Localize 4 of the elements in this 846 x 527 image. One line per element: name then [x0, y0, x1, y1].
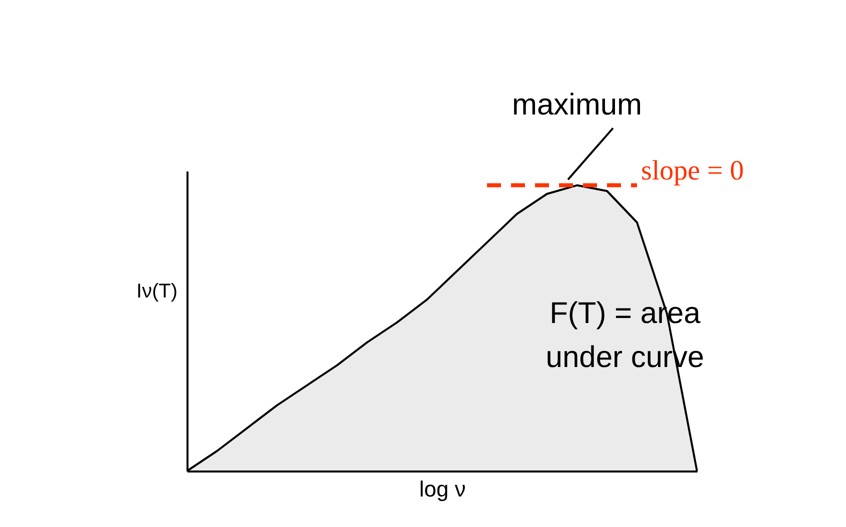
y-axis-title: Iν(T): [136, 280, 178, 302]
text: maximum: [512, 88, 642, 122]
annotation: slope = 0: [641, 155, 744, 186]
x-axis-title: log ν: [419, 476, 466, 502]
